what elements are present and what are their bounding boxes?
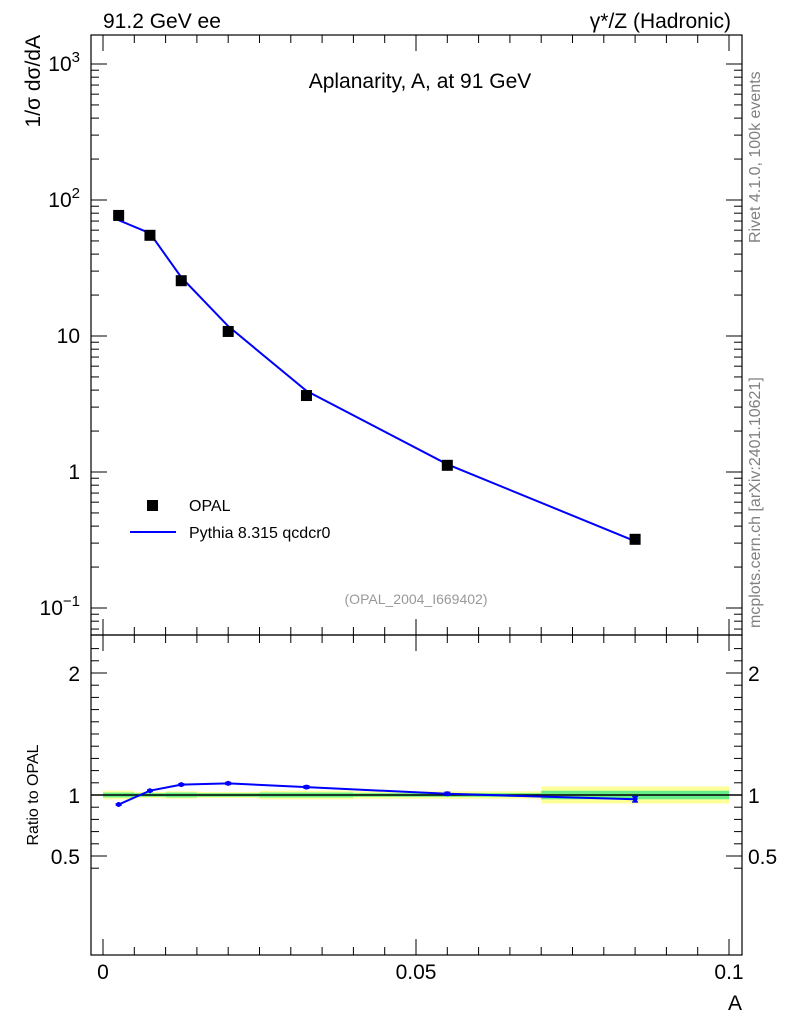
ratio-point — [225, 780, 231, 786]
main-panel: 10−1 1 10 102 103 Aplanarity, A, at 91 GeV 1… — [22, 34, 743, 636]
main-y-tick-label: 1 — [68, 461, 80, 484]
opal-point — [441, 459, 453, 471]
ratio-series-group — [115, 780, 639, 808]
ratio-x-tick-label: 0.05 — [396, 961, 437, 984]
ratio-y-tick-label-right: 0.5 — [748, 846, 777, 869]
opal-point — [222, 325, 234, 337]
main-y-tick-labels: 10−1 1 10 102 103 — [40, 49, 80, 620]
header-right: γ*/Z (Hadronic) — [590, 10, 731, 33]
opal-point — [113, 209, 125, 221]
ratio-y-tick-label: 1 — [68, 785, 80, 808]
mcplots-label: mcplots.cern.ch [arXiv:2401.10621] — [747, 377, 764, 628]
ratio-x-tick-labels: 0 0.05 0.1 — [97, 961, 743, 984]
ratio-point — [303, 784, 309, 790]
ratio-y-tick-label-right: 1 — [748, 785, 760, 808]
main-y-axis-label: 1/σ dσ/dA — [22, 35, 45, 127]
ratio-axis-ticks — [91, 635, 742, 955]
ratio-point — [147, 788, 153, 794]
analysis-tag: (OPAL_2004_I669402) — [345, 591, 488, 607]
opal-point — [629, 533, 641, 545]
ratio-y-axis-label: Ratio to OPAL — [25, 744, 42, 845]
ratio-point — [444, 791, 450, 797]
legend-label-opal: OPAL — [189, 498, 231, 515]
main-y-tick-label: 102 — [48, 185, 80, 212]
ratio-point — [116, 802, 122, 808]
pythia-curve — [118, 219, 636, 543]
ratio-y-tick-label-right: 2 — [748, 663, 760, 686]
ratio-y-tick-label: 2 — [68, 663, 80, 686]
ratio-panel: 0.5 0.5 1 1 2 2 0 0.05 0.1 Ratio to OPAL A — [25, 634, 777, 1015]
ratio-point — [178, 782, 184, 788]
ratio-y-tick-labels: 0.5 0.5 1 1 2 2 — [51, 663, 777, 869]
main-plot-title: Aplanarity, A, at 91 GeV — [309, 70, 532, 93]
ratio-x-axis-label: A — [728, 992, 742, 1015]
opal-point — [175, 275, 187, 287]
legend: OPAL Pythia 8.315 qcdcr0 — [130, 498, 331, 542]
main-plot-frame — [90, 34, 743, 636]
ratio-point — [632, 796, 638, 802]
main-axis-ticks — [91, 35, 742, 635]
opal-point — [144, 229, 156, 241]
rivet-version-label: Rivet 4.1.0, 100k events — [747, 71, 764, 243]
main-y-tick-label: 10 — [57, 325, 80, 348]
legend-label-pythia: Pythia 8.315 qcdcr0 — [189, 525, 331, 542]
ratio-y-tick-label: 0.5 — [51, 846, 80, 869]
opal-point — [300, 390, 312, 402]
ratio-x-tick-label: 0.1 — [714, 961, 743, 984]
main-y-tick-label: 103 — [48, 49, 80, 76]
legend-marker-opal — [147, 500, 158, 511]
header-left: 91.2 GeV ee — [103, 10, 221, 33]
main-series-group — [113, 209, 641, 545]
main-y-tick-label: 10−1 — [40, 593, 80, 620]
ratio-x-tick-label: 0 — [97, 961, 109, 984]
